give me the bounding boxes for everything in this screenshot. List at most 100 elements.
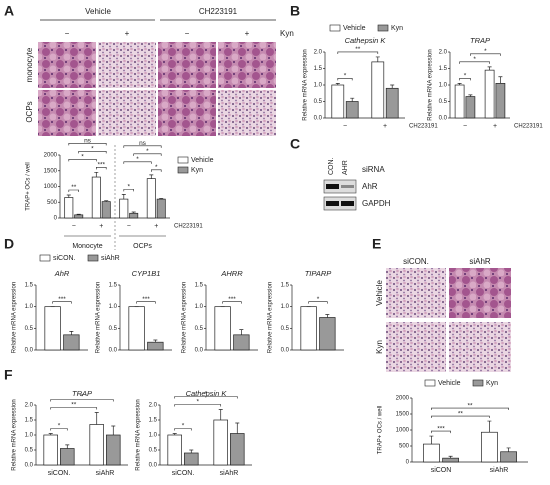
blot xyxy=(323,179,357,194)
bar xyxy=(74,214,84,219)
error-bar xyxy=(111,425,116,435)
bar xyxy=(454,84,465,119)
legend-swatch xyxy=(177,166,189,174)
significance-label: * xyxy=(81,394,84,401)
y-tick-label: 1.0 xyxy=(314,83,323,89)
micrograph xyxy=(386,268,446,318)
y-tick-label: 0.0 xyxy=(149,463,158,469)
micrograph xyxy=(449,322,511,372)
significance-bracket xyxy=(308,301,328,304)
significance-bracket xyxy=(52,301,72,304)
error-bar xyxy=(218,409,223,420)
row-label: OCPs xyxy=(25,101,34,122)
y-tick-label: 2.0 xyxy=(314,50,323,56)
sign: − xyxy=(185,29,190,38)
significance-label: *** xyxy=(58,296,66,303)
legend-label: siAhR xyxy=(101,255,120,262)
significance-bracket xyxy=(123,189,134,192)
x-tick-label: + xyxy=(154,223,158,230)
y-tick-label: 2000 xyxy=(44,153,58,159)
y-axis-label: Relative mRNA expression xyxy=(303,49,309,120)
y-tick-label: 0.5 xyxy=(25,448,34,454)
chart-title: CYP1B1 xyxy=(132,269,161,278)
significance-bracket xyxy=(222,301,242,304)
significance-bracket xyxy=(174,428,192,431)
group-label: Monocyte xyxy=(72,243,102,250)
error-bar xyxy=(487,66,492,71)
bar xyxy=(184,452,199,466)
significance-bracket xyxy=(431,430,451,434)
significance-label: * xyxy=(136,156,139,163)
error-bar xyxy=(448,455,453,459)
error-bar xyxy=(76,213,81,215)
error-bar xyxy=(65,444,70,449)
panel-label: D xyxy=(4,236,14,252)
y-tick-label: 1.5 xyxy=(149,418,158,424)
legend-swatch xyxy=(87,254,99,262)
significance-bracket xyxy=(431,407,509,411)
x-tick-label: siCON xyxy=(431,467,452,474)
chart-title: AHRR xyxy=(220,269,243,278)
y-axis-label: TRAP+ OCs / well xyxy=(378,406,384,455)
x-tick-label: siCON. xyxy=(172,470,195,477)
micrograph xyxy=(38,90,96,136)
y-tick-label: 0.5 xyxy=(109,326,118,332)
column-header: siCON. xyxy=(403,257,429,266)
y-tick-label: 2.0 xyxy=(149,403,158,409)
bar xyxy=(233,334,250,351)
micrograph xyxy=(38,42,96,88)
legend-label: Vehicle xyxy=(191,157,214,164)
micrograph xyxy=(218,90,276,136)
bar xyxy=(331,84,345,119)
significance-bracket xyxy=(68,189,79,193)
bar xyxy=(214,306,231,351)
y-tick-label: 2000 xyxy=(396,396,410,402)
significance-label: * xyxy=(473,56,476,63)
lane-label: AHR xyxy=(342,160,349,175)
y-tick-label: 0.5 xyxy=(25,326,34,332)
error-bar xyxy=(350,97,355,102)
y-tick-label: 0.5 xyxy=(281,326,290,332)
y-tick-label: 0.0 xyxy=(195,348,204,354)
y-tick-label: 1500 xyxy=(44,168,58,174)
significance-label: ** xyxy=(71,402,77,409)
x-tick-label: + xyxy=(383,123,387,130)
y-tick-label: 1.0 xyxy=(149,433,158,439)
significance-label: *** xyxy=(228,296,236,303)
error-bar xyxy=(468,94,473,97)
significance-label: * xyxy=(182,423,185,430)
y-tick-label: 1.0 xyxy=(109,304,118,310)
x-tick-label: siCON. xyxy=(48,470,71,477)
significance-label: ** xyxy=(467,402,473,409)
y-tick-label: 1.0 xyxy=(195,304,204,310)
bar xyxy=(230,433,245,466)
legend-swatch xyxy=(424,379,436,387)
y-tick-label: 0.5 xyxy=(314,99,323,105)
significance-label: * xyxy=(155,164,158,171)
y-tick-label: 2.0 xyxy=(25,403,34,409)
x-note: CH223191 xyxy=(174,224,203,230)
bar xyxy=(345,101,359,119)
bar xyxy=(106,434,121,466)
y-axis-label: Relative mRNA expression xyxy=(12,399,18,470)
micrograph xyxy=(98,90,156,136)
significance-bracket xyxy=(68,159,97,162)
bar xyxy=(385,87,399,119)
y-tick-label: 1000 xyxy=(396,428,410,434)
error-bar xyxy=(121,194,126,200)
bar xyxy=(156,198,166,219)
significance-bracket xyxy=(337,78,353,81)
error-bar xyxy=(457,83,462,85)
significance-label: ns xyxy=(139,140,147,147)
row-label: Vehicle xyxy=(375,280,384,306)
x-tick-label: − xyxy=(343,123,347,130)
chart-title: Cathepsin K xyxy=(345,36,387,45)
significance-bracket xyxy=(174,396,238,399)
significance-bracket xyxy=(133,153,162,156)
significance-bracket xyxy=(337,51,379,54)
x-tick-label: − xyxy=(127,223,131,230)
y-tick-label: 1.5 xyxy=(195,283,204,289)
legend-label: siCON. xyxy=(53,255,76,262)
y-tick-label: 1.5 xyxy=(314,66,323,72)
y-tick-label: 0.0 xyxy=(439,116,448,122)
